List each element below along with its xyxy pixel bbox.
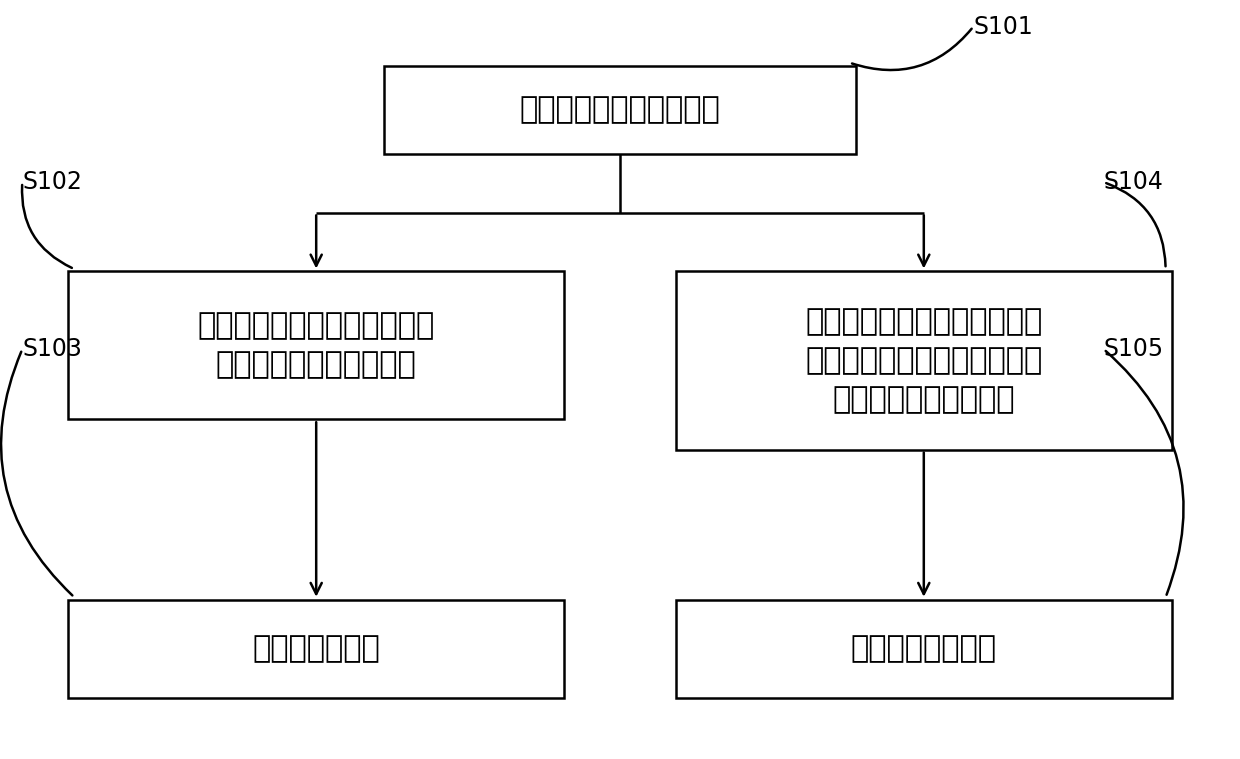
Text: S101: S101 [973, 14, 1033, 39]
FancyBboxPatch shape [384, 67, 856, 153]
Text: S103: S103 [22, 337, 82, 361]
Text: 实时检测当前环境的信号: 实时检测当前环境的信号 [520, 96, 720, 124]
Text: 以非安全模式运行: 以非安全模式运行 [851, 635, 997, 663]
Text: 没有检测到任何信号或检测到
的信号为非安全信号，则判定
当前环境为非安全环境: 没有检测到任何信号或检测到 的信号为非安全信号，则判定 当前环境为非安全环境 [805, 307, 1043, 414]
Text: 检测到的信号为安全信号，则
判定当前环境为安全环境: 检测到的信号为安全信号，则 判定当前环境为安全环境 [197, 311, 435, 380]
Text: S104: S104 [1104, 170, 1163, 194]
Text: S105: S105 [1104, 337, 1163, 361]
Text: 以安全模式运行: 以安全模式运行 [252, 635, 381, 663]
FancyBboxPatch shape [676, 600, 1172, 698]
Text: S102: S102 [22, 170, 82, 194]
FancyBboxPatch shape [68, 271, 564, 419]
FancyBboxPatch shape [676, 271, 1172, 449]
FancyBboxPatch shape [68, 600, 564, 698]
